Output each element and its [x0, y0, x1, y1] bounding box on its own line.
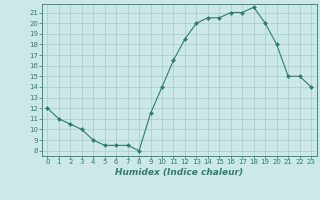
- X-axis label: Humidex (Indice chaleur): Humidex (Indice chaleur): [115, 168, 243, 177]
